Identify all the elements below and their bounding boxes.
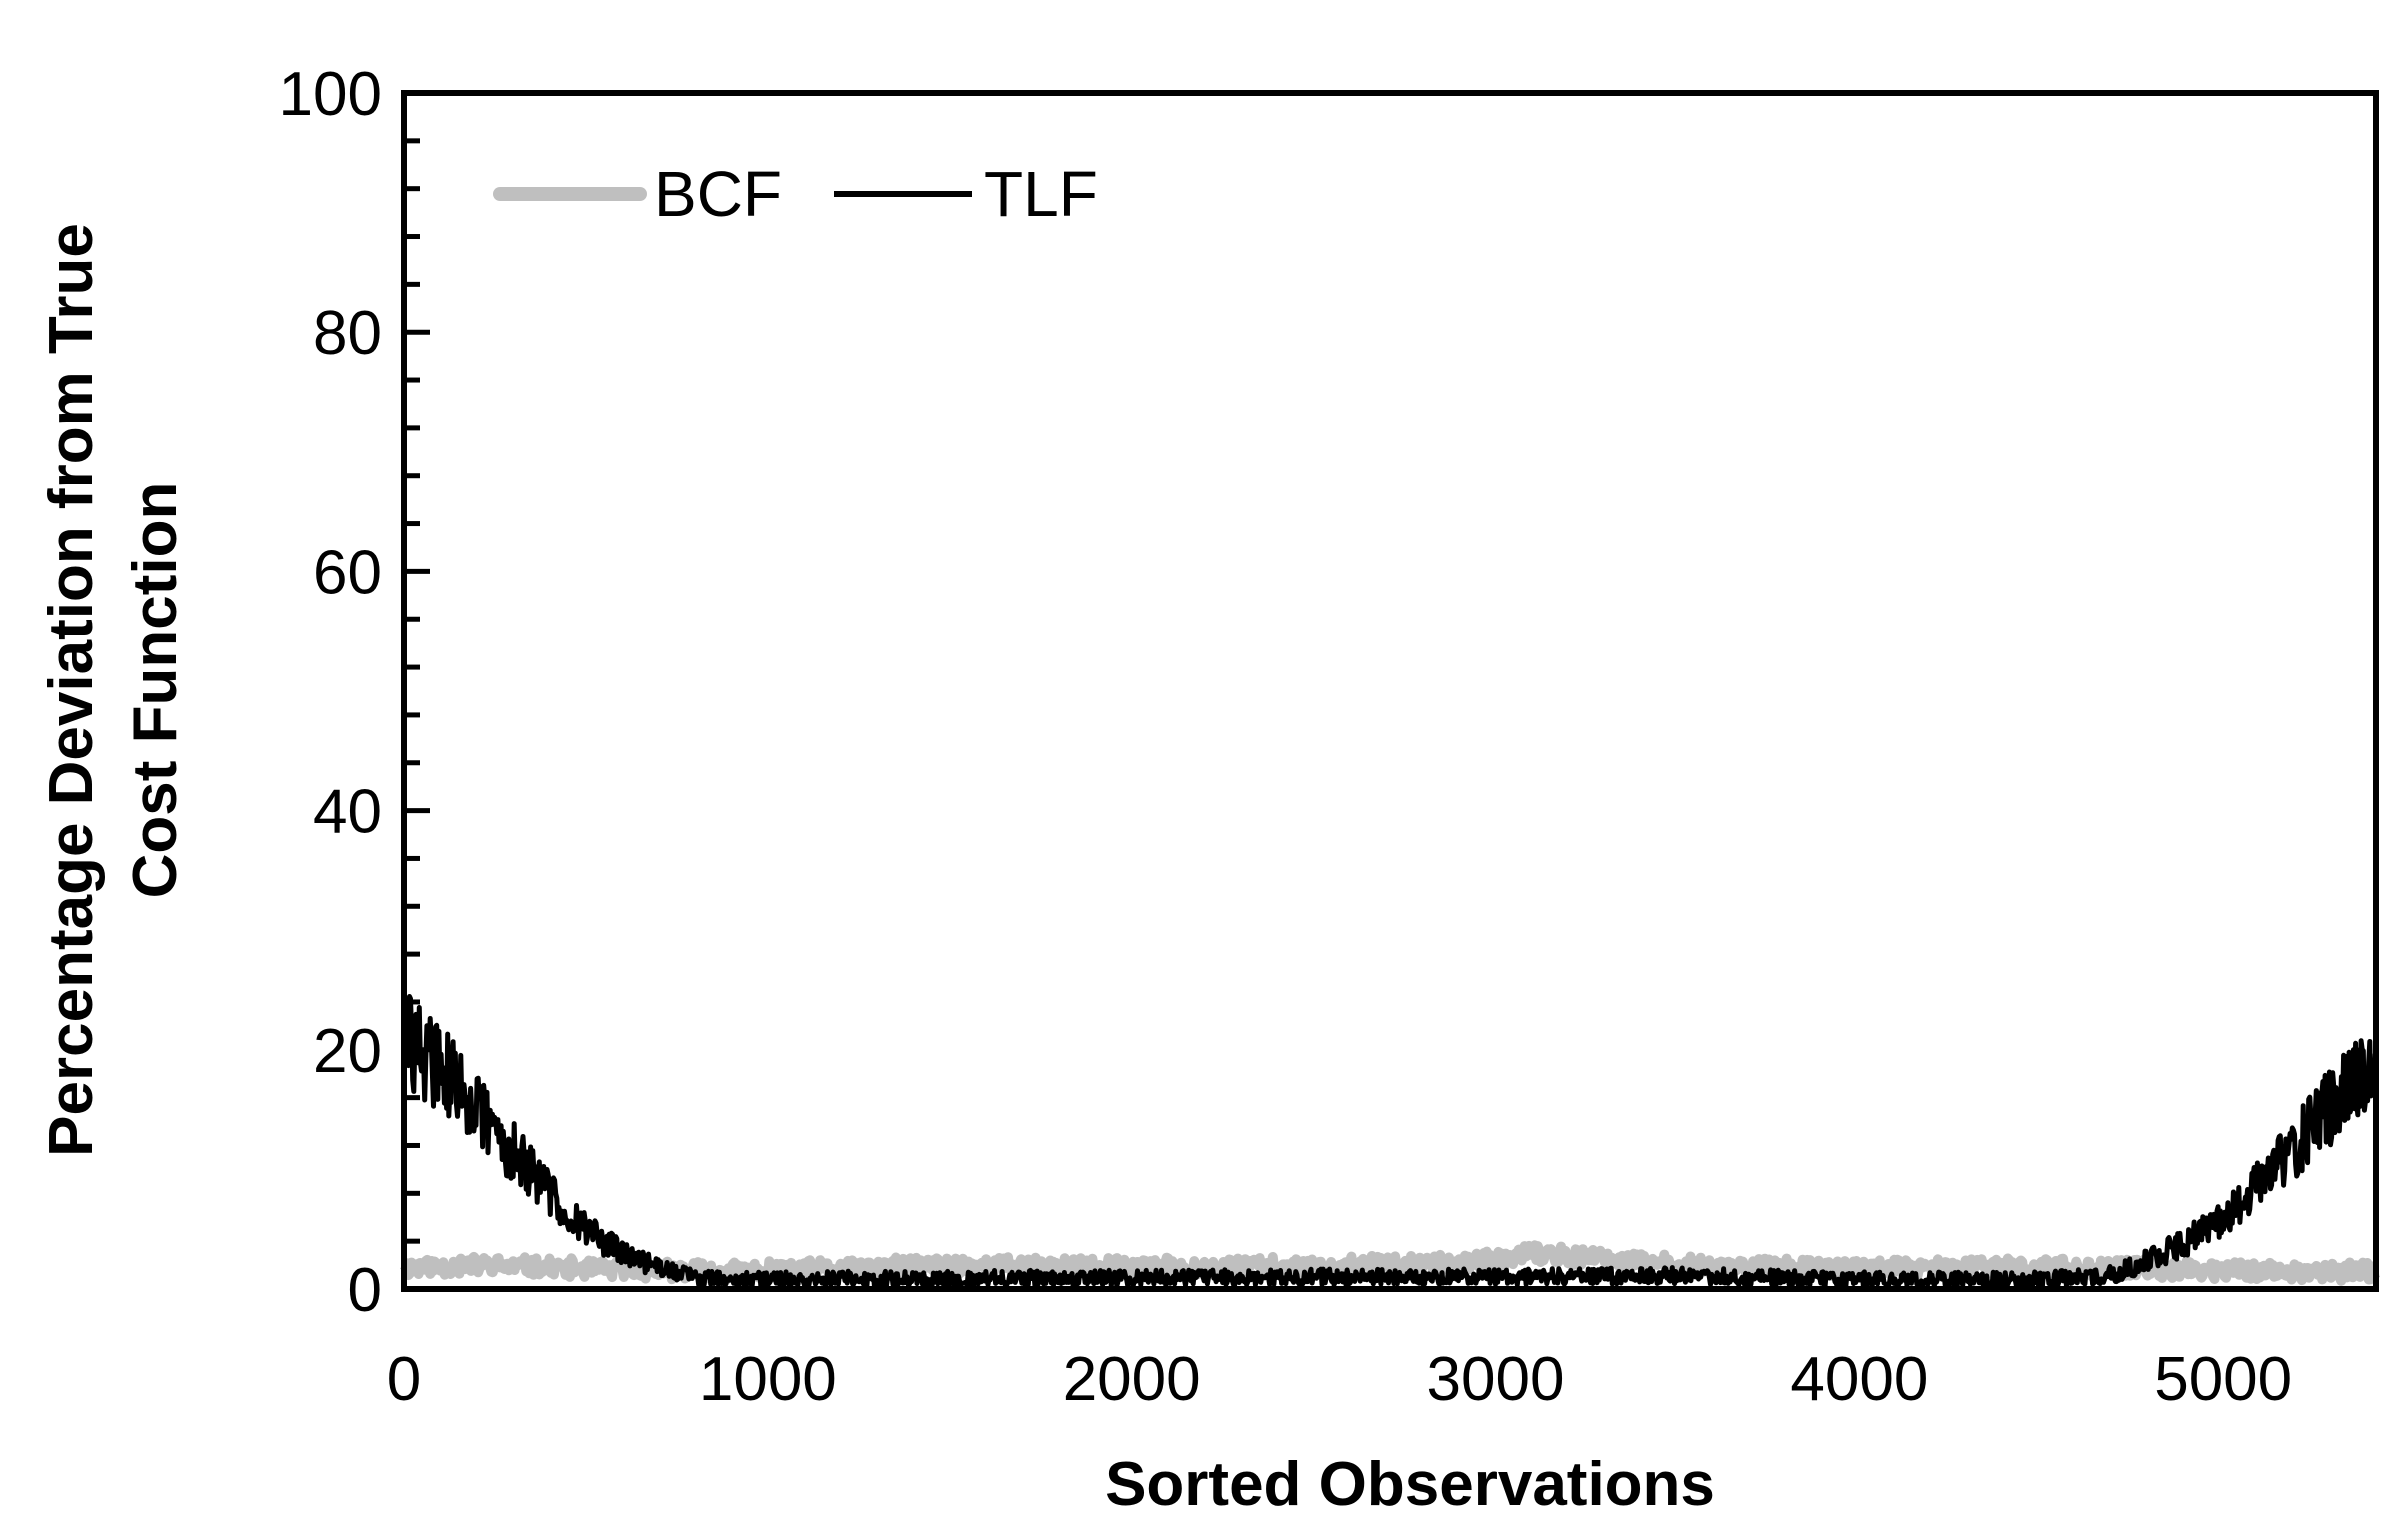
y-tick-label: 80: [313, 299, 382, 368]
x-tick-label: 4000: [1790, 1345, 1928, 1414]
series-line-tlf: [401, 994, 2378, 1290]
y-tick-label: 20: [313, 1017, 382, 1086]
x-tick-label: 3000: [1427, 1345, 1565, 1414]
y-tick-label: 100: [279, 60, 382, 129]
legend-label-tlf: TLF: [984, 158, 1098, 230]
plot-frame: [401, 90, 2379, 1292]
legend-label-bcf: BCF: [654, 158, 782, 230]
x-tick-label: 0: [387, 1345, 421, 1414]
legend: BCF TLF: [493, 158, 1098, 230]
x-axis-title: Sorted Observations: [1105, 1450, 1715, 1519]
y-axis-title-line-2: Cost Function: [121, 482, 190, 899]
y-tick-label: 0: [348, 1256, 382, 1325]
y-axis-ticks: 0 20 40 60 80 100: [279, 60, 430, 1325]
series-line-bcf: [400, 1240, 2381, 1286]
y-axis-title: Percentage Deviation from True Cost Func…: [37, 223, 190, 1157]
series-layer: [400, 994, 2381, 1290]
x-tick-label: 5000: [2154, 1345, 2292, 1414]
x-axis-ticks: 0 1000 2000 3000 4000 5000: [387, 1345, 2292, 1414]
y-tick-label: 60: [313, 538, 382, 607]
x-tick-label: 1000: [699, 1345, 837, 1414]
x-tick-label: 2000: [1063, 1345, 1201, 1414]
y-axis-title-line-1: Percentage Deviation from True: [37, 223, 106, 1157]
y-tick-label: 40: [313, 778, 382, 847]
